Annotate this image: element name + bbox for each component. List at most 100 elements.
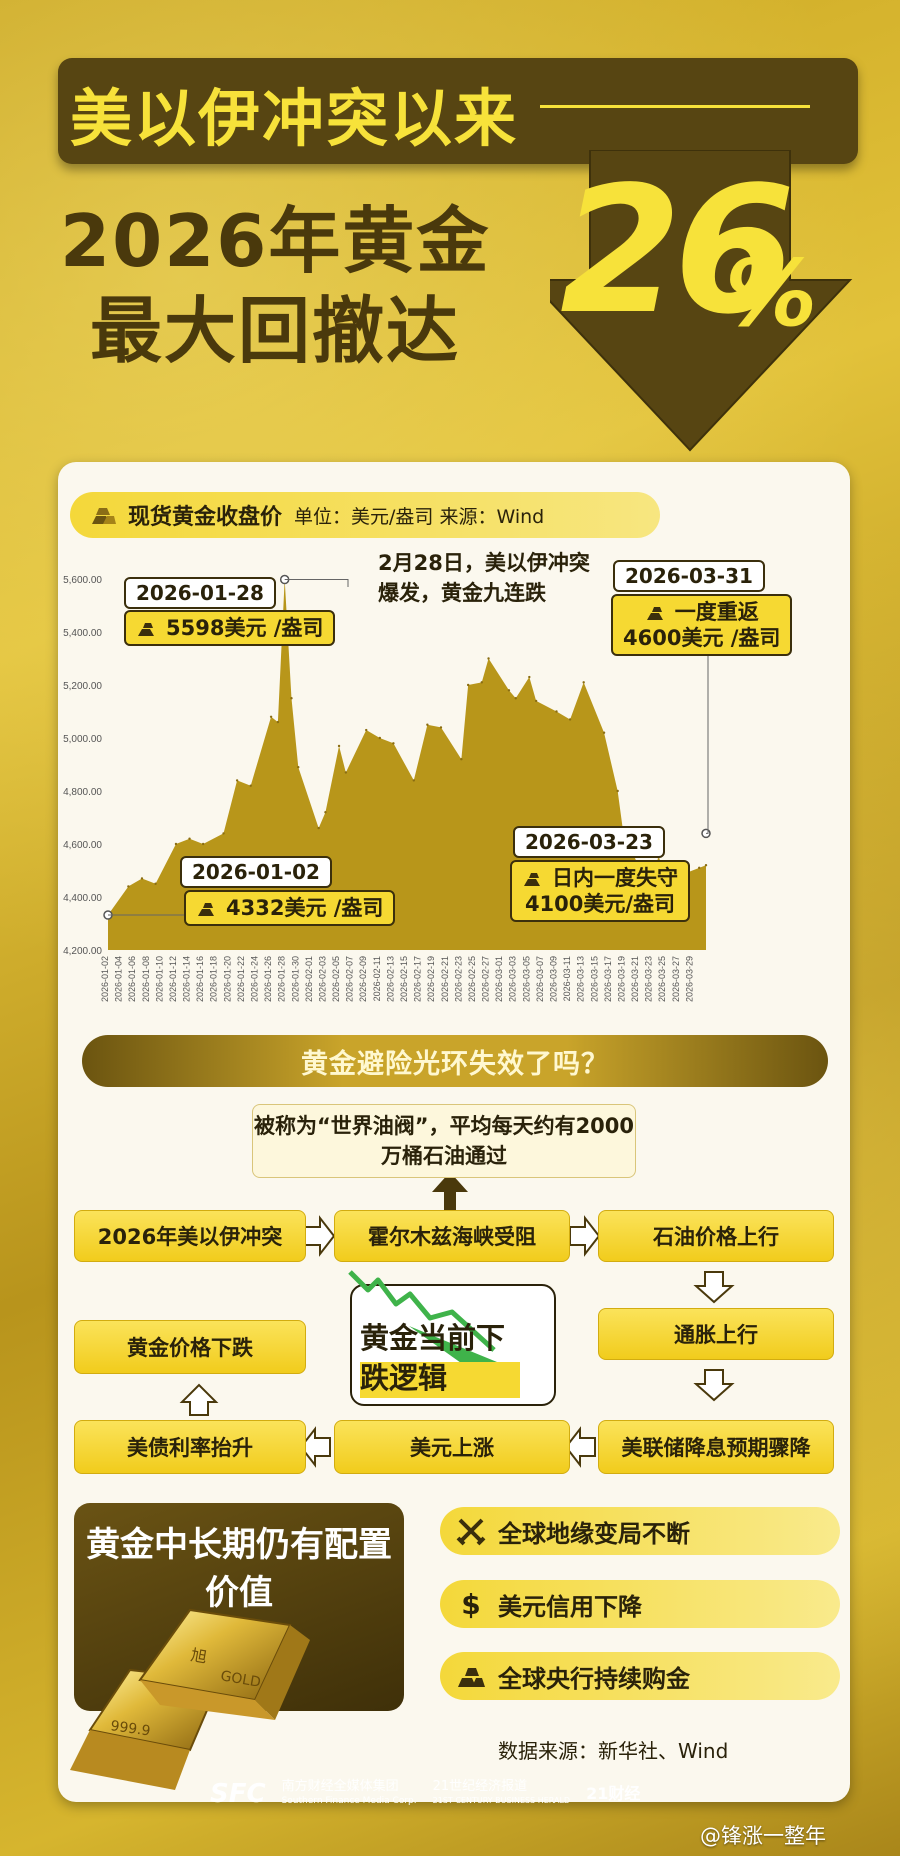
data-point bbox=[392, 742, 395, 745]
reason-geopolitics: 全球地缘变局不断 bbox=[440, 1507, 840, 1555]
y-tick-label: 5,200.00 bbox=[63, 681, 102, 692]
y-tick-label: 4,600.00 bbox=[63, 840, 102, 851]
x-tick-label: 2026-03-17 bbox=[603, 956, 613, 1002]
data-point bbox=[704, 864, 708, 867]
flow-step-dollar: 美元上涨 bbox=[334, 1420, 570, 1474]
x-tick-label: 2026-03-15 bbox=[589, 956, 599, 1002]
x-tick-label: 2026-03-07 bbox=[535, 956, 545, 1002]
data-point bbox=[140, 877, 144, 880]
data-point bbox=[534, 699, 538, 703]
callout-value-text: 一度重返 bbox=[674, 600, 759, 624]
right-arrow-icon bbox=[304, 1215, 336, 1257]
data-point bbox=[235, 779, 239, 782]
reason-dollar: $ 美元信用下降 bbox=[440, 1580, 840, 1628]
x-tick-label: 2026-03-05 bbox=[521, 956, 531, 1002]
x-tick-label: 2026-03-27 bbox=[671, 956, 681, 1002]
x-tick-label: 2026-02-01 bbox=[304, 956, 314, 1002]
reason-central-banks: 全球央行持续购金 bbox=[440, 1652, 840, 1700]
x-tick-label: 2026-01-04 bbox=[114, 956, 124, 1002]
reason-label: 全球央行持续购金 bbox=[498, 1664, 690, 1693]
up-arrow-icon bbox=[179, 1383, 219, 1416]
data-point bbox=[174, 842, 178, 846]
header-line-1: 美以伊冲突以来 bbox=[70, 82, 519, 155]
x-tick-label: 2026-02-19 bbox=[426, 956, 436, 1002]
data-point bbox=[514, 697, 517, 700]
y-tick-label: 5,600.00 bbox=[63, 575, 102, 586]
x-tick-label: 2026-01-08 bbox=[141, 956, 151, 1002]
bar-text: 旭 bbox=[189, 1645, 208, 1666]
flow-step-fed: 美联储降息预期骤降 bbox=[598, 1420, 834, 1474]
data-point bbox=[344, 771, 348, 774]
data-point bbox=[249, 784, 252, 787]
data-point bbox=[555, 710, 558, 713]
data-point bbox=[337, 744, 341, 748]
left-arrow-icon bbox=[564, 1426, 596, 1468]
flow-step-oil: 石油价格上行 bbox=[598, 1210, 834, 1262]
x-tick-label: 2026-01-14 bbox=[182, 956, 192, 1002]
x-tick-label: 2026-03-09 bbox=[549, 956, 559, 1002]
x-tick-label: 2026-01-20 bbox=[222, 956, 232, 1002]
data-point bbox=[480, 681, 483, 684]
header-line-2: 2026年黄金 bbox=[60, 199, 491, 283]
org2: 21世纪经济报道 21ST CENTURY BUSINESS HERALD bbox=[433, 1780, 570, 1808]
header-divider bbox=[540, 105, 810, 108]
x-tick-label: 2026-02-15 bbox=[399, 956, 409, 1002]
x-tick-label: 2026-01-10 bbox=[154, 956, 164, 1002]
callout-value: 4332美元 /盎司 bbox=[184, 890, 396, 926]
flow-step-yield: 美债利率抬升 bbox=[74, 1420, 306, 1474]
x-tick-label: 2026-02-09 bbox=[358, 956, 368, 1002]
data-point bbox=[378, 736, 382, 740]
gold-bars-icon bbox=[138, 623, 154, 636]
callout-leader-line bbox=[706, 605, 709, 834]
x-tick-label: 2026-02-05 bbox=[331, 956, 341, 1002]
data-point bbox=[297, 765, 300, 769]
logic-label: 黄金当前下跌逻辑 bbox=[360, 1318, 520, 1398]
org2-en: 21ST CENTURY BUSINESS HERALD bbox=[432, 1796, 571, 1805]
y-tick-label: 5,000.00 bbox=[63, 734, 102, 745]
data-point bbox=[324, 811, 327, 814]
data-source: 数据来源：新华社、Wind bbox=[498, 1739, 729, 1763]
data-point bbox=[582, 681, 585, 684]
drawdown-number: 26 bbox=[560, 150, 796, 353]
flow-step-conflict: 2026年美以伊冲突 bbox=[74, 1210, 306, 1262]
chart-meta: 单位：美元/盎司 来源：Wind bbox=[294, 505, 545, 528]
x-tick-label: 2026-03-13 bbox=[576, 956, 586, 1002]
data-point bbox=[222, 832, 225, 835]
bar-purity-text: 999.9 bbox=[109, 1718, 151, 1739]
x-tick-label: 2026-03-03 bbox=[508, 956, 518, 1002]
gold-bars-icon: 旭 GOLD 999.9 bbox=[70, 1608, 310, 1790]
org1-name: 南方财经全媒体集团 bbox=[281, 1779, 399, 1794]
y-tick-label: 4,800.00 bbox=[63, 787, 102, 798]
data-point bbox=[507, 689, 511, 692]
callout-value: 5598美元 /盎司 bbox=[124, 610, 336, 646]
x-tick-label: 2026-03-25 bbox=[657, 956, 667, 1002]
x-tick-label: 2026-01-30 bbox=[290, 956, 300, 1002]
flow-step-gold-down: 黄金价格下跌 bbox=[74, 1320, 306, 1374]
dollar-icon: $ bbox=[461, 1587, 481, 1621]
callout-value-text: 4332美元 /盎司 bbox=[226, 896, 384, 920]
up-arrow-icon bbox=[432, 1172, 468, 1215]
x-tick-label: 2026-02-23 bbox=[453, 956, 463, 1002]
callout-date: 2026-03-31 bbox=[613, 560, 765, 592]
drawdown-percent: % bbox=[725, 240, 818, 347]
callout-leader-line bbox=[284, 579, 349, 587]
data-point bbox=[412, 779, 415, 782]
header-banner bbox=[58, 58, 858, 164]
x-tick-label: 2026-01-02 bbox=[100, 956, 110, 1002]
crossed-swords-icon bbox=[456, 1518, 486, 1546]
x-tick-label: 2026-01-12 bbox=[168, 956, 178, 1002]
x-tick-label: 2026-03-01 bbox=[494, 956, 504, 1002]
footer: SFC 南方财经全媒体集团 Southern Finance Media Cor… bbox=[210, 1778, 640, 1810]
data-point bbox=[201, 842, 205, 846]
gold-bars-icon bbox=[198, 903, 214, 916]
callout-value: 日内一度失守 4100美元/盎司 bbox=[510, 860, 690, 922]
down-arrow-icon bbox=[693, 1271, 735, 1304]
chart-title: 现货黄金收盘价 bbox=[128, 505, 283, 530]
x-tick-label: 2026-03-21 bbox=[630, 956, 640, 1002]
data-point bbox=[460, 758, 463, 761]
down-arrow-icon bbox=[693, 1369, 735, 1402]
gold-bars-icon bbox=[524, 873, 540, 886]
org1: 南方财经全媒体集团 Southern Finance Media Corp. bbox=[282, 1780, 417, 1808]
long-term-title-text: 黄金中长期仍有配置价值 bbox=[86, 1525, 392, 1613]
data-point bbox=[568, 718, 572, 721]
